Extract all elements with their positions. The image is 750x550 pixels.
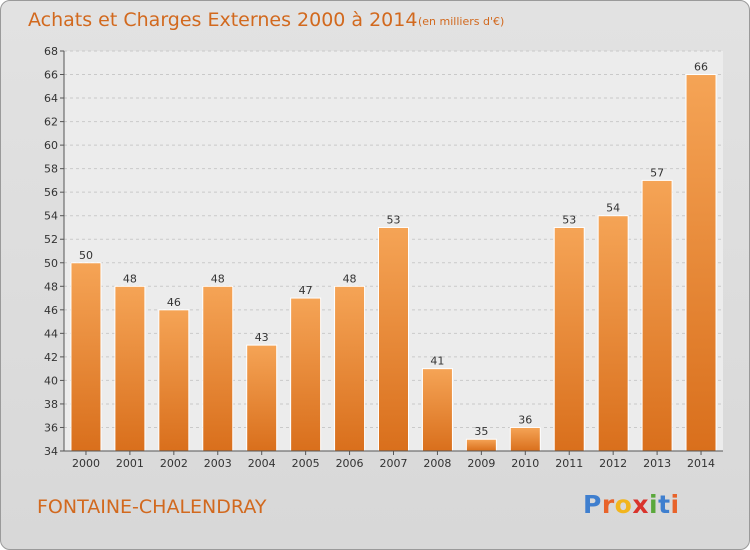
x-tick-label: 2005 xyxy=(292,457,320,470)
data-label: 43 xyxy=(255,331,269,344)
y-tick-label: 42 xyxy=(44,351,58,364)
x-tick-label: 2007 xyxy=(380,457,408,470)
y-tick-label: 66 xyxy=(44,69,58,82)
y-tick-label: 44 xyxy=(44,327,58,340)
y-tick-label: 38 xyxy=(44,398,58,411)
data-label: 66 xyxy=(694,61,708,74)
data-labels: 50 48 46 48 43 47 48 53 41 35 36 53 54 57 66 xyxy=(79,61,708,439)
bar xyxy=(334,285,366,452)
logo-letter: t xyxy=(658,490,671,519)
y-tick-label: 54 xyxy=(44,210,58,223)
y-tick-label: 48 xyxy=(44,280,58,293)
y-tick-label: 36 xyxy=(44,421,58,434)
y-tick-label: 64 xyxy=(44,92,58,105)
y-axis: 34 36 38 40 42 44 46 48 50 52 54 56 58 60 62 64 66 68 xyxy=(44,45,65,458)
data-label: 57 xyxy=(650,166,664,179)
logo-letter: x xyxy=(632,490,649,519)
bar xyxy=(70,262,102,452)
data-label: 47 xyxy=(299,284,313,297)
data-label: 54 xyxy=(606,202,620,215)
x-tick-label: 2004 xyxy=(248,457,276,470)
data-label: 53 xyxy=(562,213,576,226)
bar xyxy=(641,179,673,452)
data-label: 48 xyxy=(343,272,357,285)
bar xyxy=(202,285,234,452)
logo-letter: i xyxy=(649,490,659,519)
proxiti-logo: Proxiti xyxy=(583,490,680,519)
y-tick-label: 68 xyxy=(44,45,58,58)
bar xyxy=(290,297,322,452)
bar xyxy=(597,215,629,452)
x-tick-label: 2001 xyxy=(116,457,144,470)
bars xyxy=(70,74,717,452)
data-label: 48 xyxy=(211,272,225,285)
logo-letter: o xyxy=(614,490,633,519)
data-label: 50 xyxy=(79,249,93,262)
data-label: 36 xyxy=(518,413,532,426)
x-tick-label: 2010 xyxy=(511,457,539,470)
bar xyxy=(114,285,146,452)
x-tick-label: 2002 xyxy=(160,457,188,470)
x-tick-label: 2006 xyxy=(336,457,364,470)
x-tick-label: 2014 xyxy=(687,457,715,470)
data-label: 48 xyxy=(123,272,137,285)
bar xyxy=(158,309,190,452)
bar xyxy=(465,438,497,452)
data-label: 46 xyxy=(167,296,181,309)
x-tick-label: 2008 xyxy=(423,457,451,470)
logo-letter: i xyxy=(670,490,680,519)
chart-subtitle: (en milliers d'€) xyxy=(418,15,505,28)
logo-letter: r xyxy=(601,490,615,519)
logo-letter: P xyxy=(583,490,602,519)
y-tick-label: 56 xyxy=(44,186,58,199)
bar xyxy=(378,226,409,452)
data-label: 35 xyxy=(474,425,488,438)
bar xyxy=(246,344,278,452)
x-tick-label: 2000 xyxy=(72,457,100,470)
y-tick-label: 40 xyxy=(44,374,58,387)
y-tick-label: 60 xyxy=(44,139,58,152)
y-tick-label: 62 xyxy=(44,116,58,129)
bar xyxy=(685,74,717,452)
x-tick-label: 2012 xyxy=(599,457,627,470)
x-axis: 2000 2001 2002 2003 2004 2005 2006 2007 2008 2009… xyxy=(64,450,723,470)
x-tick-label: 2009 xyxy=(467,457,495,470)
bar xyxy=(509,426,541,452)
data-label: 41 xyxy=(430,355,444,368)
chart-title: Achats et Charges Externes 2000 à 2014 xyxy=(28,9,418,31)
bar xyxy=(553,226,585,452)
data-label: 53 xyxy=(387,213,401,226)
y-tick-label: 58 xyxy=(44,163,58,176)
y-tick-label: 34 xyxy=(44,445,58,458)
x-tick-label: 2013 xyxy=(643,457,671,470)
place-name: FONTAINE-CHALENDRAY xyxy=(37,496,267,518)
y-tick-label: 46 xyxy=(44,304,58,317)
x-tick-label: 2011 xyxy=(555,457,583,470)
x-tick-label: 2003 xyxy=(204,457,232,470)
y-tick-label: 50 xyxy=(44,257,58,270)
y-tick-label: 52 xyxy=(44,233,58,246)
bar xyxy=(421,368,453,452)
